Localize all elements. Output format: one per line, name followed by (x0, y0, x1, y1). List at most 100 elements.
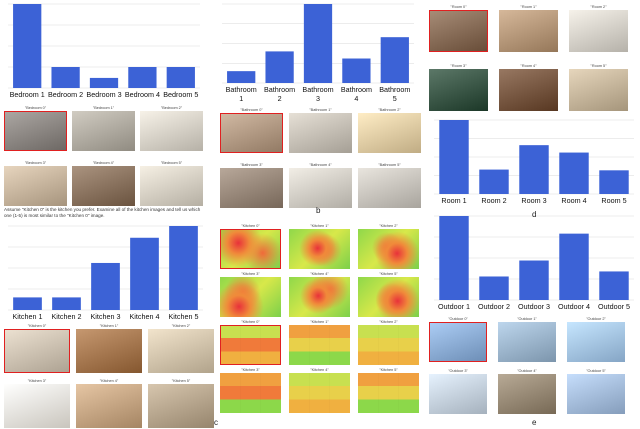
image-label: "Room 1" (520, 5, 537, 9)
attention-heatmap (220, 373, 281, 413)
tick-label: Room 4 (561, 196, 586, 205)
attention-heatmap (220, 325, 281, 365)
bathroom-bar-chart: Bathroom 1 Bathroom 2 Bathroom 3 Bathroom 4 Bath… (222, 3, 414, 103)
bar-bedroom-5 (166, 67, 195, 88)
image-label: "Bedroom 5" (160, 161, 183, 165)
candidate-image (4, 384, 70, 428)
candidate-image (289, 168, 352, 208)
image-label: "Kitchen 3" (241, 272, 260, 276)
attention-heatmap (358, 373, 419, 413)
panel-label-e: e (532, 418, 537, 427)
candidate-image (358, 113, 421, 153)
bar-room-3 (519, 145, 549, 194)
attention-heatmap (289, 373, 350, 413)
bar-bathroom-4 (342, 58, 371, 83)
candidate-image (498, 322, 556, 362)
image-label: "Room 4" (520, 64, 537, 68)
instruction-text: Assume "Kitchen 0" is the kitchen you pr… (4, 207, 201, 218)
image-label: "Bathroom 3" (240, 163, 263, 167)
panel-label-c: c (214, 418, 218, 427)
candidate-image (569, 69, 628, 111)
image-label: "Kitchen 1" (99, 324, 119, 328)
image-label: "Kitchen 3" (27, 379, 47, 383)
image-label: "Room 3" (450, 64, 467, 68)
bar-room-4 (559, 152, 589, 194)
bar-room-2 (479, 169, 509, 194)
tick-label: Kitchen 4 (130, 312, 160, 321)
image-label: "Bedroom 1" (92, 106, 115, 110)
image-label: "Kitchen 2" (379, 224, 398, 228)
reference-image (4, 329, 70, 373)
tick-label: Bedroom 3 (86, 90, 121, 99)
candidate-image (358, 168, 421, 208)
tick-label: Kitchen 3 (91, 312, 121, 321)
image-label: "Outdoor 4" (517, 369, 537, 373)
reference-image (4, 111, 67, 151)
panel-label-d: d (532, 210, 537, 219)
bar-bedroom-3 (89, 77, 119, 88)
image-label: "Kitchen 2" (171, 324, 191, 328)
candidate-image (289, 113, 352, 153)
bar-kitchen-3 (91, 262, 120, 310)
candidate-image (76, 384, 142, 428)
image-label: "Kitchen 2" (379, 320, 398, 324)
tick-label: Outdoor 1 (438, 302, 470, 311)
bar-bathroom-1 (227, 71, 256, 83)
candidate-image (72, 166, 135, 206)
tick-label: Room 2 (481, 196, 506, 205)
attention-heatmap (358, 277, 419, 317)
bar-bedroom-4 (128, 67, 157, 88)
tick-label: Bathroom 2 (264, 85, 295, 103)
candidate-image (498, 374, 556, 414)
tick-label: Bathroom 4 (341, 85, 372, 103)
candidate-image (220, 168, 283, 208)
candidate-image (499, 69, 558, 111)
candidate-image (567, 322, 625, 362)
image-label: "Bedroom 0" (24, 106, 47, 110)
tick-label: Bedroom 4 (125, 90, 160, 99)
candidate-image (148, 329, 214, 373)
bar-outdoor-1 (439, 216, 469, 300)
tick-label: Bedroom 2 (48, 90, 83, 99)
image-label: "Bathroom 2" (378, 108, 401, 112)
image-label: "Kitchen 5" (171, 379, 191, 383)
candidate-image (140, 166, 203, 206)
image-label: "Kitchen 5" (379, 272, 398, 276)
bar-room-1 (439, 120, 469, 194)
image-label: "Bathroom 1" (309, 108, 332, 112)
image-label: "Kitchen 4" (99, 379, 119, 383)
attention-heatmap (220, 277, 281, 317)
bar-outdoor-5 (599, 271, 629, 300)
bar-bedroom-2 (51, 67, 80, 88)
image-label: "Bedroom 2" (160, 106, 183, 110)
image-label: "Kitchen 5" (379, 368, 398, 372)
bar-bedroom-1 (13, 4, 42, 88)
tick-label: Bedroom 1 (10, 90, 45, 99)
bar-outdoor-3 (519, 260, 549, 300)
candidate-image (148, 384, 214, 428)
candidate-image (499, 10, 558, 52)
candidate-image (569, 10, 628, 52)
attention-heatmap (358, 325, 419, 365)
candidate-image (567, 374, 625, 414)
bar-outdoor-2 (479, 276, 509, 300)
tick-label: Kitchen 2 (52, 312, 82, 321)
tick-label: Room 1 (441, 196, 466, 205)
tick-label: Room 3 (521, 196, 546, 205)
candidate-image (429, 374, 487, 414)
candidate-image (429, 69, 488, 111)
image-label: "Outdoor 0" (448, 317, 468, 321)
image-label: "Kitchen 3" (241, 368, 260, 372)
bar-outdoor-4 (559, 233, 589, 300)
bar-room-5 (599, 170, 629, 194)
image-label: "Bathroom 4" (309, 163, 332, 167)
candidate-image (72, 111, 135, 151)
candidate-image (76, 329, 142, 373)
image-label: "Outdoor 1" (517, 317, 537, 321)
room-bar-chart: Room 1 Room 2 Room 3 Room 4 Room 5 (434, 119, 634, 205)
reference-image (429, 322, 487, 362)
outdoor-bar-chart: Outdoor 1 Outdoor 2 Outdoor 3 Outdoor 4 Outd… (434, 215, 634, 311)
tick-label: Outdoor 3 (518, 302, 550, 311)
tick-label: Kitchen 5 (169, 312, 199, 321)
image-label: "Kitchen 4" (310, 272, 329, 276)
